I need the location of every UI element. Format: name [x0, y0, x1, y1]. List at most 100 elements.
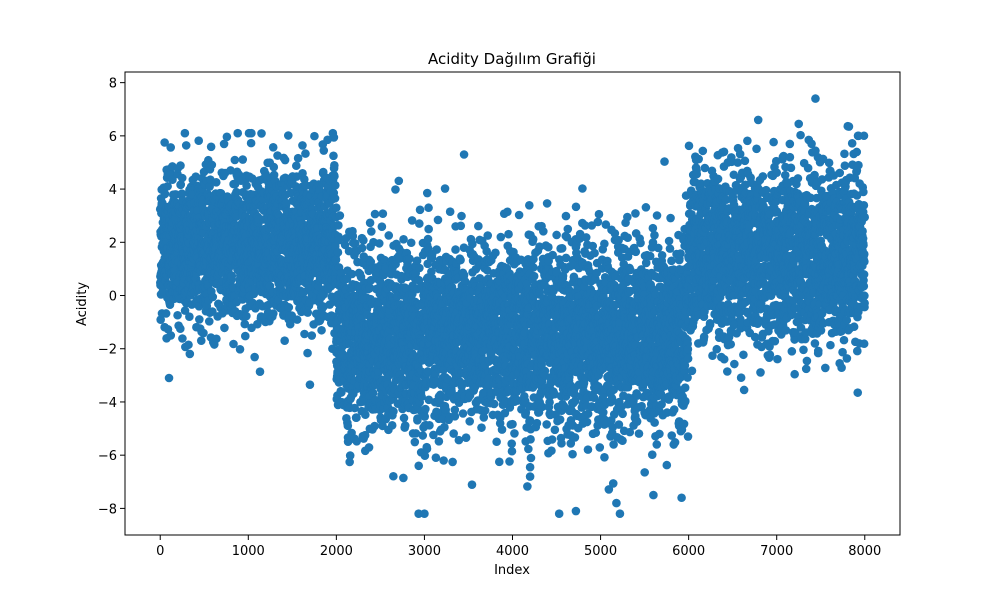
data-point	[166, 143, 176, 152]
data-point	[230, 155, 240, 165]
data-point	[177, 189, 187, 198]
data-point	[425, 421, 434, 430]
data-point	[185, 349, 195, 359]
data-point	[504, 229, 513, 239]
data-point	[508, 419, 517, 429]
data-point	[334, 235, 344, 245]
data-point	[389, 407, 398, 416]
data-point	[387, 421, 397, 430]
data-point	[206, 142, 216, 152]
data-point	[557, 439, 566, 448]
data-point	[477, 423, 486, 432]
data-point	[492, 437, 501, 447]
data-point	[185, 312, 194, 322]
data-point	[399, 234, 408, 244]
data-point	[405, 254, 414, 264]
data-point	[450, 412, 460, 421]
data-point	[491, 248, 500, 258]
data-point	[178, 334, 187, 343]
data-point	[544, 242, 553, 252]
data-point	[168, 175, 177, 185]
data-point	[250, 352, 259, 362]
data-point	[226, 166, 235, 175]
data-point	[467, 480, 477, 489]
data-point	[423, 234, 433, 244]
data-point	[195, 315, 204, 324]
data-point	[526, 435, 535, 444]
data-point	[480, 406, 490, 415]
data-point	[529, 263, 538, 272]
data-point	[177, 173, 187, 183]
data-point	[384, 231, 394, 240]
data-point	[526, 453, 536, 463]
data-point	[257, 129, 266, 138]
data-point	[240, 319, 250, 329]
data-point	[510, 429, 519, 438]
data-point	[561, 211, 571, 221]
data-point	[570, 433, 580, 442]
data-point	[461, 433, 471, 442]
data-point	[582, 417, 592, 427]
data-point	[571, 202, 581, 212]
data-point	[255, 367, 265, 376]
data-point	[434, 437, 444, 446]
data-point	[163, 181, 172, 191]
data-point	[238, 155, 248, 164]
chart-title: Acidity Dağılım Grafiği	[428, 50, 596, 68]
data-point	[583, 445, 593, 454]
data-point	[451, 245, 460, 254]
data-point	[333, 248, 343, 257]
data-point	[364, 443, 374, 452]
data-point	[269, 309, 278, 318]
data-point	[180, 128, 190, 138]
data-point	[421, 404, 430, 414]
data-point	[525, 201, 534, 210]
data-point	[415, 219, 424, 228]
data-point	[456, 255, 465, 265]
data-point	[180, 306, 190, 315]
data-point	[173, 310, 182, 320]
data-point	[440, 422, 449, 432]
data-point	[547, 435, 557, 444]
data-point	[406, 238, 416, 248]
data-point	[581, 233, 591, 242]
data-point	[474, 221, 483, 231]
data-point	[301, 149, 310, 158]
data-point	[269, 162, 279, 172]
data-point	[555, 415, 565, 424]
data-point	[229, 339, 238, 349]
data-point	[199, 328, 208, 338]
data-point	[370, 209, 380, 219]
data-point	[284, 303, 294, 312]
data-point	[539, 227, 548, 236]
data-point	[445, 207, 455, 217]
data-point	[307, 331, 317, 340]
data-point	[457, 211, 466, 221]
data-point	[281, 198, 291, 208]
data-point	[563, 224, 573, 234]
data-point	[378, 209, 388, 218]
data-point	[420, 412, 430, 421]
data-point	[422, 188, 432, 198]
data-point	[319, 146, 329, 155]
data-point	[424, 203, 433, 213]
data-point	[439, 456, 448, 465]
data-point	[331, 203, 341, 212]
data-point	[542, 199, 552, 208]
data-point	[594, 209, 604, 219]
data-point	[528, 234, 538, 244]
data-point	[176, 161, 185, 170]
data-point	[568, 449, 577, 459]
data-point	[310, 131, 319, 141]
data-point	[415, 263, 424, 273]
data-point	[399, 473, 408, 483]
data-point	[433, 215, 443, 225]
data-point	[232, 187, 241, 197]
data-point	[204, 317, 214, 326]
data-point	[298, 141, 307, 150]
data-point	[410, 437, 420, 447]
data-point	[593, 217, 603, 227]
data-point	[523, 482, 532, 491]
data-point	[330, 160, 339, 170]
data-point	[432, 245, 441, 254]
